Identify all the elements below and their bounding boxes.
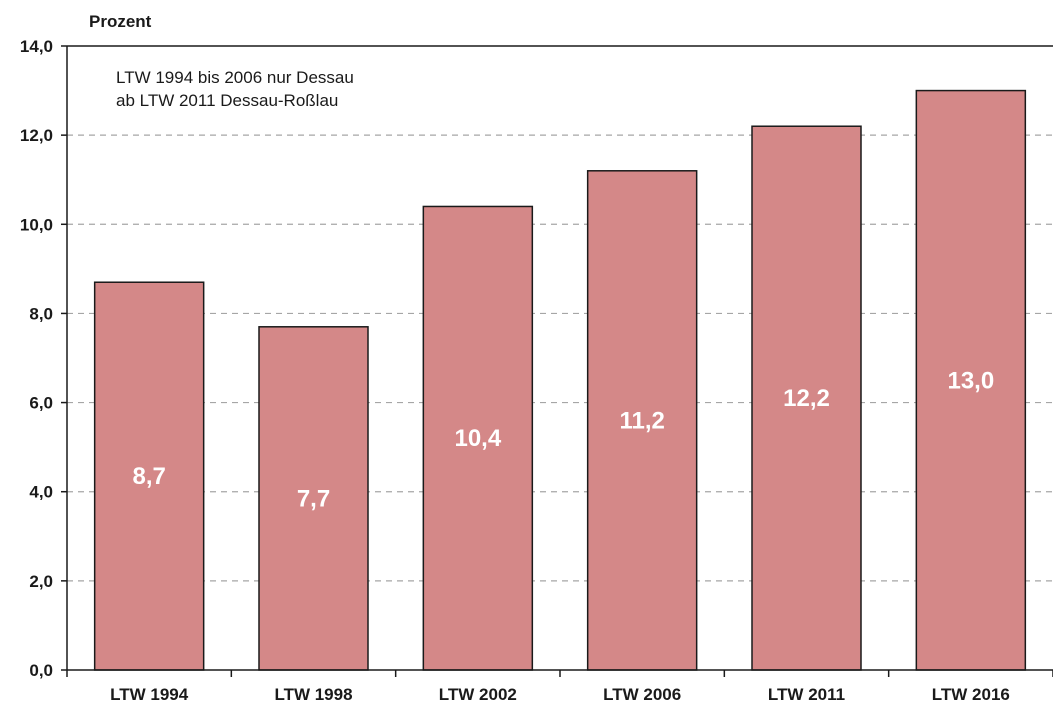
bar-value-label: 8,7 — [132, 463, 165, 490]
bar-value-label: 13,0 — [947, 367, 994, 394]
annotation-line: LTW 1994 bis 2006 nur Dessau — [116, 68, 354, 87]
bars — [93, 89, 1027, 671]
value-labels: 8,7 7,7 10,4 11,2 12,2 13,0 — [132, 367, 994, 512]
y-tick-label: 4,0 — [29, 483, 53, 502]
bar-value-label: 7,7 — [297, 485, 330, 512]
y-tick-label: 14,0 — [20, 37, 53, 56]
x-tick-label: LTW 2016 — [932, 685, 1010, 704]
y-tick-label: 6,0 — [29, 394, 53, 413]
bar — [586, 170, 698, 671]
y-tick-label: 0,0 — [29, 661, 53, 680]
gridlines — [67, 45, 1053, 582]
x-tick-labels: LTW 1994 LTW 1998 LTW 2002 LTW 2006 LTW 2011… — [66, 670, 1053, 704]
bar-value-label: 10,4 — [454, 425, 501, 452]
bar — [751, 125, 862, 671]
bar-value-label: 11,2 — [619, 407, 664, 434]
y-axis-title: Prozent — [89, 12, 152, 31]
x-tick-label: LTW 2006 — [603, 685, 681, 704]
y-tick-label: 2,0 — [29, 572, 53, 591]
x-tick-label: LTW 1998 — [274, 685, 352, 704]
axes — [66, 46, 1053, 671]
y-tick-label: 8,0 — [29, 304, 53, 323]
x-tick-label: LTW 2002 — [439, 685, 517, 704]
bar — [915, 89, 1027, 671]
bar-value-label: 12,2 — [783, 385, 830, 412]
x-tick-label: LTW 1994 — [110, 685, 189, 704]
annotation-line: ab LTW 2011 Dessau-Roßlau — [116, 91, 338, 110]
y-tick-labels: 0,0 2,0 4,0 6,0 8,0 10,0 12,0 14,0 — [20, 37, 67, 680]
annotation-note: LTW 1994 bis 2006 nur Dessau ab LTW 2011 … — [116, 68, 354, 110]
bar — [258, 326, 369, 671]
x-tick-label: LTW 2011 — [768, 685, 845, 704]
y-tick-label: 10,0 — [20, 215, 53, 234]
y-tick-label: 12,0 — [20, 126, 53, 145]
